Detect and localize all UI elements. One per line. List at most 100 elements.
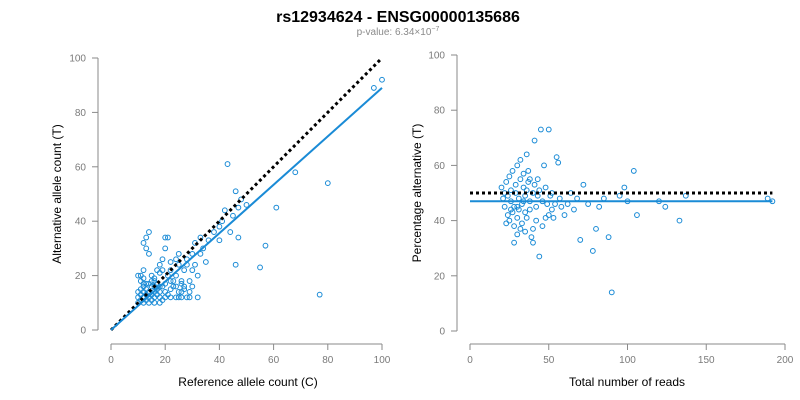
left-data-point — [167, 278, 174, 284]
left-data-point — [162, 234, 169, 241]
right-data-point — [514, 231, 521, 238]
right-data-point — [508, 206, 514, 213]
right-data-point — [517, 225, 524, 232]
left-data-point — [324, 180, 331, 187]
right-axes: 0 20 40 60 80 100 0 50 100 150 200 — [428, 51, 793, 367]
left-data-point — [186, 278, 193, 284]
left-data-point — [137, 272, 144, 279]
left-x-tick-label: 60 — [268, 355, 280, 366]
chart-title: rs12934624 - ENSG00000135686 — [276, 9, 520, 26]
left-data-point — [162, 289, 169, 295]
right-data-point — [523, 214, 530, 221]
right-x-tick-label: 200 — [777, 355, 794, 366]
left-points — [135, 76, 385, 306]
left-data-point — [186, 294, 193, 301]
right-data-point — [506, 217, 513, 224]
right-data-point — [525, 168, 532, 174]
right-data-point — [511, 239, 517, 246]
left-data-point — [140, 240, 147, 246]
right-data-point — [555, 159, 562, 166]
right-lines — [470, 191, 773, 203]
right-scatter-plot: 0 20 40 60 80 100 0 50 100 150 200 Total number of… — [410, 51, 794, 390]
right-data-point — [503, 220, 510, 227]
left-scatter-plot: 0 20 40 60 80 100 0 20 40 60 80 100 Reference allel… — [50, 54, 391, 390]
left-data-point — [173, 283, 179, 290]
left-fit-line — [110, 87, 383, 331]
right-data-point — [506, 173, 513, 180]
left-data-point — [143, 280, 150, 287]
right-x-tick-label: 0 — [467, 355, 473, 366]
left-y-tick-label: 20 — [75, 271, 87, 282]
left-x-tick-label: 0 — [108, 355, 114, 366]
left-data-point — [257, 264, 263, 271]
left-data-point — [165, 234, 171, 241]
right-y-tick-label: 60 — [434, 161, 446, 172]
left-y-tick-label: 100 — [69, 54, 86, 65]
left-data-point — [202, 259, 209, 265]
left-x-tick-label: 80 — [322, 355, 334, 366]
right-data-point — [517, 156, 524, 163]
left-x-tick-label: 40 — [214, 355, 226, 366]
left-data-point — [156, 261, 163, 268]
right-y-tick-label: 80 — [434, 106, 446, 117]
right-data-point — [514, 214, 521, 221]
left-data-point — [146, 229, 152, 235]
left-data-point — [151, 294, 158, 301]
right-data-point — [531, 181, 538, 188]
left-data-point — [183, 294, 190, 301]
right-data-point — [526, 206, 533, 213]
left-data-point — [224, 161, 231, 167]
left-axes: 0 20 40 60 80 100 0 20 40 60 80 100 — [69, 54, 390, 367]
right-data-point — [500, 195, 506, 202]
right-data-point — [600, 195, 607, 202]
left-y-axis-label: Alternative allele count (T) — [50, 124, 64, 263]
right-x-tick-label: 150 — [698, 355, 715, 366]
left-data-point — [146, 250, 152, 257]
right-data-point — [504, 212, 511, 218]
left-data-point — [154, 267, 160, 274]
left-data-point — [156, 294, 163, 301]
left-data-point — [192, 261, 198, 268]
right-data-point — [556, 195, 563, 202]
left-data-point — [167, 286, 174, 293]
right-data-point — [528, 234, 535, 241]
left-data-point — [370, 85, 377, 91]
right-data-point — [503, 179, 510, 185]
left-data-point — [175, 289, 182, 295]
left-y-tick-label: 0 — [80, 326, 86, 337]
right-y-tick-label: 0 — [439, 327, 445, 338]
right-data-point — [605, 234, 612, 241]
right-data-point — [621, 184, 628, 191]
right-data-point — [501, 203, 508, 210]
subtitle-exponent: −7 — [431, 26, 439, 33]
right-data-point — [630, 168, 637, 174]
left-data-point — [181, 267, 188, 274]
right-data-point — [519, 220, 525, 227]
right-data-point — [508, 187, 514, 194]
left-data-point — [273, 204, 280, 211]
left-data-point — [143, 234, 150, 241]
right-data-point — [498, 184, 505, 191]
left-x-tick-label: 100 — [374, 355, 391, 366]
left-data-point — [173, 256, 179, 263]
right-data-point — [514, 162, 521, 169]
left-data-point — [148, 297, 155, 303]
left-data-point — [162, 294, 169, 301]
left-data-point — [137, 291, 144, 298]
right-x-axis-label: Total number of reads — [569, 375, 685, 389]
left-data-point — [151, 283, 158, 290]
right-data-point — [585, 201, 592, 207]
left-data-point — [167, 294, 174, 301]
right-data-point — [520, 184, 527, 191]
right-y-axis-label: Percentage alternative (T) — [410, 124, 424, 263]
left-data-point — [156, 269, 163, 276]
left-data-point — [140, 267, 147, 274]
left-data-point — [243, 201, 250, 208]
left-data-point — [137, 278, 144, 284]
left-data-point — [178, 278, 185, 284]
left-data-point — [135, 272, 142, 279]
right-data-point — [571, 206, 577, 213]
left-data-point — [211, 229, 217, 235]
left-data-point — [221, 207, 228, 214]
left-data-point — [159, 297, 166, 303]
